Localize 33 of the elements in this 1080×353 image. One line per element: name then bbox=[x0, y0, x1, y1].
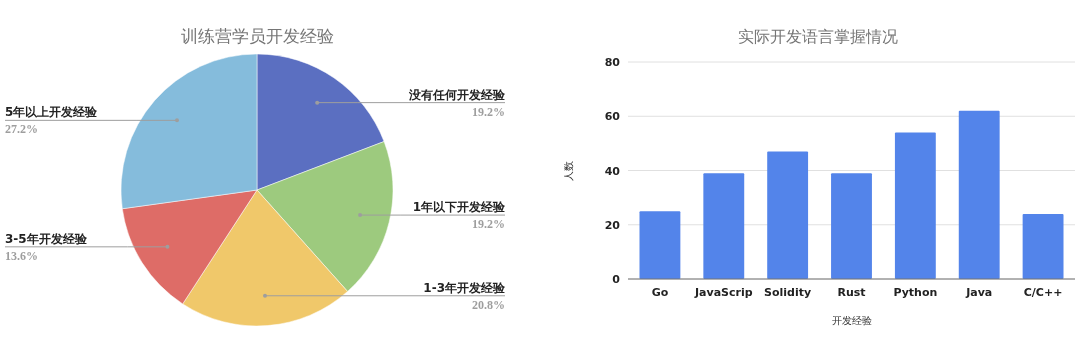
x-tick-label: Go bbox=[651, 286, 669, 299]
bar bbox=[831, 173, 872, 279]
x-tick-label: C/C++ bbox=[1023, 286, 1063, 299]
y-tick-label: 60 bbox=[604, 110, 621, 124]
slice-label: 3-5年开发经验 bbox=[5, 231, 88, 246]
y-tick-label: 0 bbox=[612, 273, 621, 286]
bar bbox=[894, 132, 936, 279]
data-label: 20.8% bbox=[472, 297, 505, 312]
y-tick-label: 40 bbox=[604, 164, 621, 178]
y-tick-label: 80 bbox=[604, 56, 621, 69]
data-label: 19.2% bbox=[472, 217, 505, 232]
slice-label: 5年以上开发经验 bbox=[5, 105, 99, 120]
x-tick-label: Rust bbox=[837, 286, 866, 299]
bar bbox=[958, 110, 1000, 279]
bar bbox=[1022, 213, 1064, 279]
chart-title: 实际开发语言掌握情况 bbox=[738, 27, 898, 46]
bar bbox=[639, 211, 681, 279]
x-tick-label: Python bbox=[893, 286, 938, 299]
data-label: 19.2% bbox=[472, 104, 505, 119]
x-tick-label: Java bbox=[965, 286, 993, 299]
y-axis-title: 人数 bbox=[563, 160, 574, 181]
slice-label: 1-3年开发经验 bbox=[423, 280, 506, 295]
data-label: 27.2% bbox=[5, 122, 38, 137]
chart-title: 训练营学员开发经验 bbox=[180, 27, 334, 46]
x-tick-label: Solidity bbox=[764, 286, 812, 299]
y-tick-label: 20 bbox=[604, 218, 621, 232]
data-label: 13.6% bbox=[5, 248, 38, 263]
bar bbox=[767, 151, 809, 279]
slice-label: 1年以下开发经验 bbox=[412, 200, 506, 215]
x-tick-label: JavaScrip bbox=[693, 286, 753, 299]
x-axis-title: 开发经验 bbox=[831, 315, 872, 326]
bar bbox=[703, 173, 745, 279]
slice-label: 没有任何开发经验 bbox=[408, 87, 506, 102]
